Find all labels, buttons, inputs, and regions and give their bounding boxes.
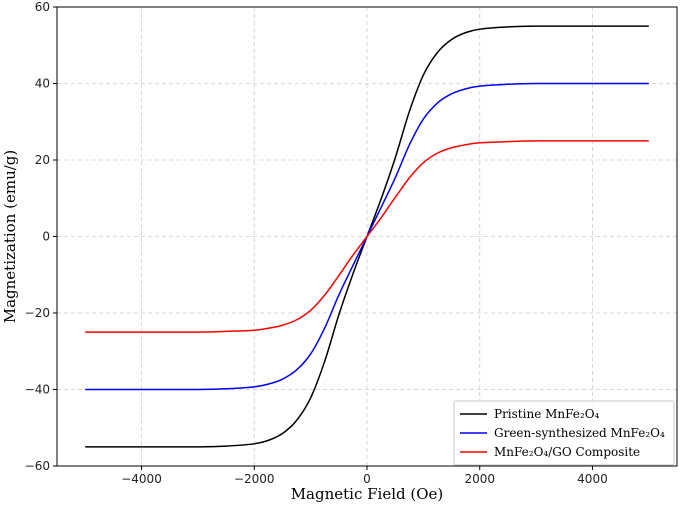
- x-tick-label: −2000: [234, 472, 275, 486]
- y-axis-label: Magnetization (emu/g): [1, 150, 19, 324]
- x-axis-ticks: −4000 −2000 0 2000 4000: [121, 466, 608, 486]
- x-axis-label: Magnetic Field (Oe): [291, 485, 444, 503]
- series-lines: [85, 25, 649, 448]
- x-tick-label: −4000: [121, 472, 162, 486]
- y-tick-label: −20: [25, 306, 50, 320]
- y-axis-ticks: −60 −40 −20 0 20 40 60: [25, 0, 57, 473]
- y-tick-label: 20: [35, 153, 50, 167]
- y-tick-label: 40: [35, 77, 50, 91]
- legend-box: [453, 400, 675, 466]
- legend-label-pristine: Pristine MnFe₂O₄: [494, 407, 600, 421]
- legend-label-go-composite: MnFe₂O₄/GO Composite: [494, 445, 640, 459]
- y-tick-label: 0: [42, 230, 50, 244]
- legend-label-green-synthesized: Green-synthesized MnFe₂O₄: [494, 426, 665, 440]
- x-tick-label: 4000: [577, 472, 608, 486]
- x-tick-label: 0: [363, 472, 371, 486]
- series-line-go-composite: [85, 140, 649, 333]
- y-tick-label: −60: [25, 459, 50, 473]
- y-tick-label: −40: [25, 383, 50, 397]
- legend: Pristine MnFe₂O₄ Green-synthesized MnFe₂O…: [453, 400, 675, 466]
- x-tick-label: 2000: [464, 472, 495, 486]
- y-tick-label: 60: [35, 0, 50, 14]
